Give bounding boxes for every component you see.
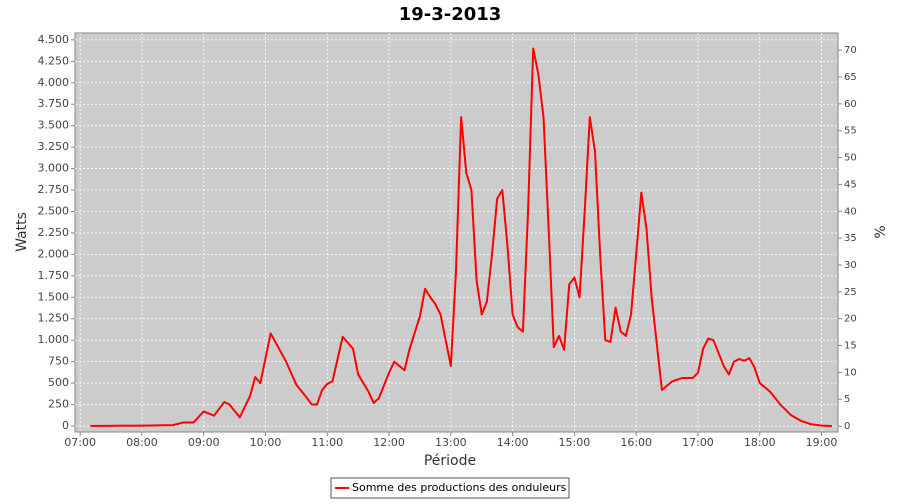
y2-tick-label: 0 (844, 421, 850, 432)
y-tick-label: 1.750 (38, 269, 70, 282)
y-tick-label: 2.750 (38, 183, 70, 196)
x-tick-label: 08:00 (126, 436, 158, 449)
y2-tick-label: 10 (844, 367, 857, 378)
y-tick-label: 1.000 (38, 333, 70, 346)
y2-tick-label: 60 (844, 99, 857, 110)
y-tick-label: 500 (48, 376, 69, 389)
x-tick-label: 12:00 (373, 436, 405, 449)
y2-axis-label: % (873, 225, 889, 238)
x-axis-label: Période (424, 453, 476, 469)
y-tick-label: 4.500 (38, 33, 70, 46)
y-tick-label: 4.250 (38, 54, 70, 67)
chart-title: 19-3-2013 (399, 4, 502, 25)
y2-tick-label: 55 (844, 126, 857, 137)
x-tick-label: 10:00 (250, 436, 282, 449)
x-tick-label: 16:00 (620, 436, 652, 449)
y-tick-label: 1.250 (38, 312, 70, 325)
x-tick-label: 11:00 (311, 436, 343, 449)
legend: Somme des productions des onduleurs (330, 477, 570, 499)
y-tick-label: 3.250 (38, 140, 70, 153)
y2-tick-label: 15 (844, 341, 857, 352)
x-tick-label: 07:00 (64, 436, 96, 449)
y-tick-label: 2.000 (38, 247, 70, 260)
legend-label: Somme des productions des onduleurs (352, 481, 567, 494)
x-tick-label: 15:00 (559, 436, 591, 449)
y2-tick-label: 30 (844, 260, 857, 271)
legend-box (330, 477, 570, 499)
x-tick-label: 14:00 (497, 436, 529, 449)
y-axis-label: Watts (14, 212, 30, 252)
x-tick-label: 18:00 (744, 436, 776, 449)
y-tick-label: 250 (48, 398, 69, 411)
y2-tick-label: 35 (844, 233, 857, 244)
y2-tick-label: 40 (844, 206, 857, 217)
series-line (90, 47, 832, 427)
y-tick-label: 750 (48, 355, 69, 368)
y2-tick-label: 25 (844, 287, 857, 298)
x-tick-label: 17:00 (682, 436, 714, 449)
y-tick-label: 2.250 (38, 226, 70, 239)
y-tick-label: 2.500 (38, 204, 70, 217)
y-tick-label: 1.500 (38, 290, 70, 303)
y-tick-label: 4.000 (38, 76, 70, 89)
y2-tick-label: 70 (844, 45, 857, 56)
y-tick-label: 3.750 (38, 97, 70, 110)
y2-tick-label: 65 (844, 72, 857, 83)
y-tick-label: 3.000 (38, 162, 70, 175)
x-tick-label: 19:00 (806, 436, 838, 449)
y2-tick-label: 20 (844, 314, 857, 325)
x-tick-label: 13:00 (435, 436, 467, 449)
y-tick-label: 0 (62, 419, 69, 432)
y2-tick-label: 45 (844, 179, 857, 190)
y2-tick-label: 5 (844, 394, 850, 405)
y2-tick-label: 50 (844, 153, 857, 164)
y-tick-label: 3.500 (38, 119, 70, 132)
x-tick-label: 09:00 (188, 436, 220, 449)
